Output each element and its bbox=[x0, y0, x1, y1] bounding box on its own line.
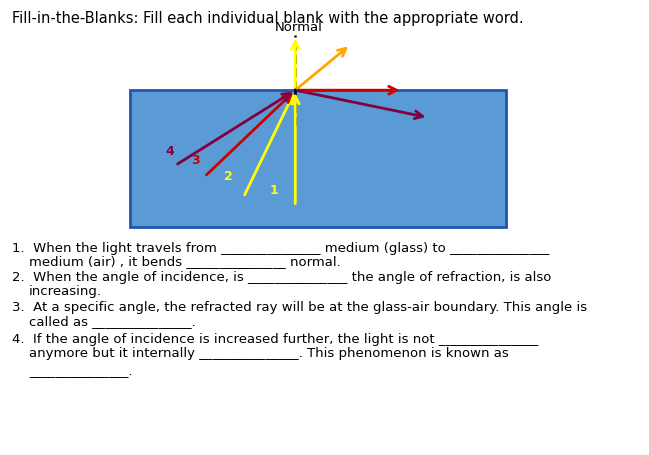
Text: 2.  When the angle of incidence, is _______________ the angle of refraction, is : 2. When the angle of incidence, is _____… bbox=[12, 271, 551, 284]
Text: 3.  At a specific angle, the refracted ray will be at the glass-air boundary. Th: 3. At a specific angle, the refracted ra… bbox=[12, 300, 587, 313]
Text: increasing.: increasing. bbox=[29, 284, 102, 298]
Bar bbox=[130, 91, 506, 228]
Text: 2: 2 bbox=[224, 170, 232, 183]
Text: Normal: Normal bbox=[275, 21, 323, 34]
Text: 1: 1 bbox=[269, 183, 278, 197]
Text: Fill-in-the-Blanks: Fill each individual blank with the appropriate word.: Fill-in-the-Blanks: Fill each individual… bbox=[12, 11, 523, 26]
Text: 4.  If the angle of incidence is increased further, the light is not ___________: 4. If the angle of incidence is increase… bbox=[12, 332, 538, 345]
Text: 1.  When the light travels from _______________ medium (glass) to ______________: 1. When the light travels from _________… bbox=[12, 241, 549, 254]
Text: called as _______________.: called as _______________. bbox=[29, 314, 196, 327]
Text: medium (air) , it bends _______________ normal.: medium (air) , it bends _______________ … bbox=[29, 255, 341, 268]
Text: 3: 3 bbox=[191, 154, 200, 167]
Text: _______________.: _______________. bbox=[29, 364, 132, 377]
Text: 4: 4 bbox=[165, 145, 174, 158]
Text: anymore but it internally _______________. This phenomenon is known as: anymore but it internally ______________… bbox=[29, 346, 509, 359]
